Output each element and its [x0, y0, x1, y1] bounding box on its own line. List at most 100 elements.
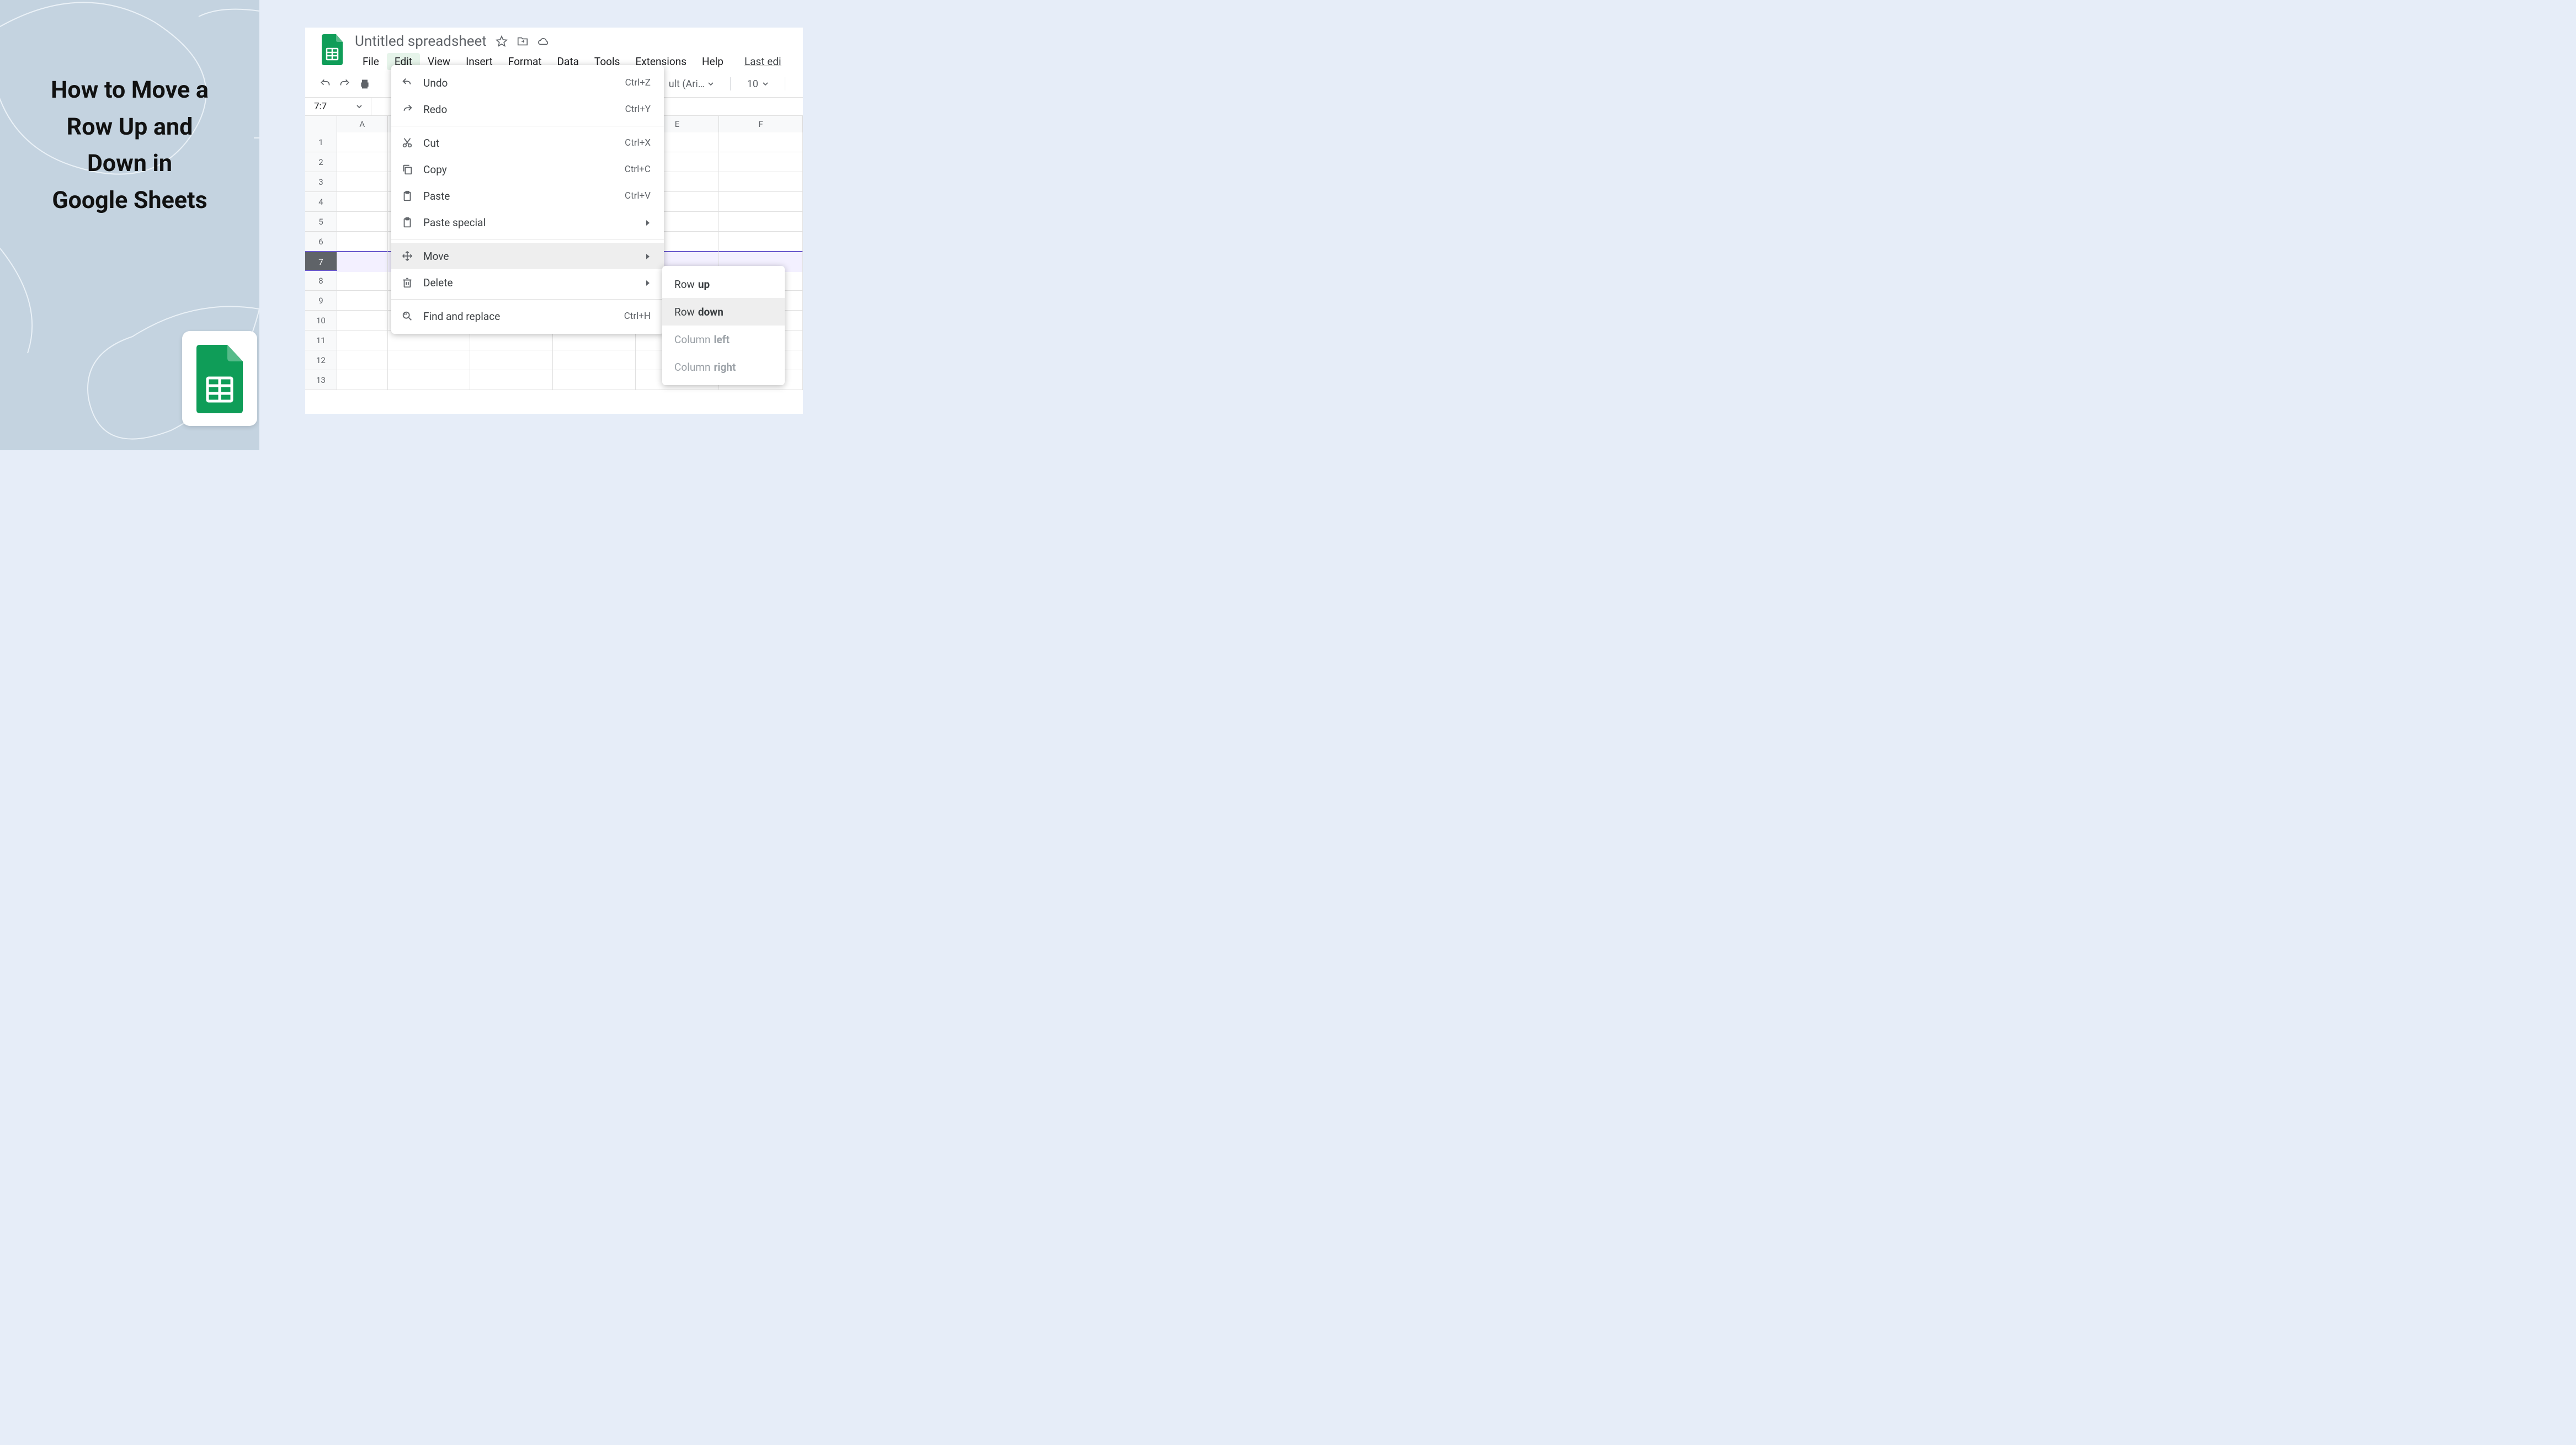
cell[interactable]	[719, 172, 803, 192]
menu-item-label: Undo	[423, 77, 625, 89]
cloud-status-icon[interactable]	[537, 35, 550, 47]
document-title[interactable]: Untitled spreadsheet	[355, 33, 487, 50]
undo-icon[interactable]	[320, 78, 331, 89]
undo-icon	[401, 77, 413, 89]
row-header[interactable]: 8	[305, 271, 337, 290]
cell[interactable]	[719, 192, 803, 212]
chevron-down-icon	[763, 81, 768, 87]
cell[interactable]	[337, 232, 388, 252]
row-header[interactable]: 2	[305, 152, 337, 172]
submenu-arrow-icon	[645, 250, 651, 263]
keyboard-shortcut: Ctrl+Y	[625, 104, 651, 115]
row-header[interactable]: 13	[305, 370, 337, 390]
row-header[interactable]: 1	[305, 132, 337, 152]
row-header[interactable]: 7	[305, 252, 337, 270]
row-header[interactable]: 11	[305, 330, 337, 350]
move-to-folder-icon[interactable]	[517, 35, 529, 47]
cell[interactable]	[553, 350, 636, 370]
cell[interactable]	[337, 152, 388, 172]
redo-icon[interactable]	[339, 78, 350, 89]
document-header: Untitled spreadsheet File Edit View Inse…	[305, 28, 803, 71]
menu-item-label: Paste	[423, 190, 625, 202]
page-title: How to Move a Row Up and Down in Google …	[17, 72, 243, 219]
document-title-row: Untitled spreadsheet	[355, 33, 803, 50]
row-header[interactable]: 4	[305, 192, 337, 211]
cell[interactable]	[388, 370, 471, 390]
menu-item-cut[interactable]: CutCtrl+X	[391, 130, 664, 156]
column-header[interactable]: A	[337, 116, 388, 132]
paste-icon	[401, 216, 413, 228]
cell[interactable]	[337, 311, 388, 330]
submenu-arrow-icon	[645, 276, 651, 289]
row-header[interactable]: 5	[305, 212, 337, 231]
keyboard-shortcut: Ctrl+H	[624, 311, 651, 322]
cell[interactable]	[337, 370, 388, 390]
menu-item-copy[interactable]: CopyCtrl+C	[391, 156, 664, 183]
move-submenu: RowupRowdownColumnleftColumnright	[662, 266, 785, 385]
cell[interactable]	[337, 271, 388, 291]
font-family-selector[interactable]: ult (Ari…	[664, 76, 718, 92]
row-header[interactable]: 6	[305, 232, 337, 251]
row-header[interactable]: 12	[305, 350, 337, 370]
infographic-left-panel: How to Move a Row Up and Down in Google …	[0, 0, 259, 450]
menu-file[interactable]: File	[355, 53, 387, 70]
keyboard-shortcut: Ctrl+V	[625, 190, 651, 201]
menu-item-paste[interactable]: PasteCtrl+V	[391, 183, 664, 209]
cell[interactable]	[337, 172, 388, 192]
chevron-down-icon	[356, 104, 362, 109]
cell[interactable]	[337, 192, 388, 212]
menu-item-delete[interactable]: Delete	[391, 269, 664, 296]
sheets-icon	[320, 33, 345, 66]
cell[interactable]	[337, 252, 388, 272]
column-header[interactable]: F	[719, 116, 803, 132]
menu-divider	[391, 299, 664, 300]
menu-item-label: Copy	[423, 163, 625, 176]
cell[interactable]	[719, 212, 803, 232]
cell[interactable]	[388, 350, 471, 370]
row-header[interactable]: 9	[305, 291, 337, 310]
delete-icon	[401, 276, 413, 289]
font-size-selector[interactable]: 10	[743, 76, 773, 92]
name-box[interactable]: 7:7	[305, 98, 371, 115]
menu-item-label: Cut	[423, 137, 625, 150]
row-header[interactable]: 3	[305, 172, 337, 191]
select-all-corner[interactable]	[305, 116, 337, 132]
cell[interactable]	[337, 132, 388, 152]
menu-item-paste-special[interactable]: Paste special	[391, 209, 664, 236]
cell[interactable]	[470, 370, 553, 390]
cell[interactable]	[337, 212, 388, 232]
cell[interactable]	[337, 330, 388, 350]
keyboard-shortcut: Ctrl+Z	[625, 77, 651, 88]
cell[interactable]	[337, 350, 388, 370]
redo-icon	[401, 103, 413, 115]
edit-menu-popup: UndoCtrl+ZRedoCtrl+YCutCtrl+XCopyCtrl+CP…	[391, 65, 664, 334]
row-header[interactable]: 10	[305, 311, 337, 330]
copy-icon	[401, 163, 413, 175]
cell[interactable]	[719, 232, 803, 252]
cell[interactable]	[719, 152, 803, 172]
last-edit-link[interactable]: Last edi	[737, 53, 789, 70]
cell[interactable]	[553, 370, 636, 390]
submenu-item-column-right: Columnright	[662, 353, 785, 381]
google-sheets-screenshot: Untitled spreadsheet File Edit View Inse…	[305, 28, 803, 414]
keyboard-shortcut: Ctrl+X	[625, 137, 651, 148]
menu-item-move[interactable]: Move	[391, 243, 664, 269]
find-icon	[401, 310, 413, 322]
chevron-down-icon	[708, 81, 714, 87]
menu-item-undo[interactable]: UndoCtrl+Z	[391, 70, 664, 96]
star-icon[interactable]	[496, 35, 508, 47]
cell[interactable]	[337, 291, 388, 311]
menu-item-label: Move	[423, 250, 645, 263]
menu-help[interactable]: Help	[694, 53, 731, 70]
submenu-item-row-down[interactable]: Rowdown	[662, 298, 785, 326]
menu-item-find-and-replace[interactable]: Find and replaceCtrl+H	[391, 303, 664, 329]
google-sheets-logo	[182, 331, 257, 426]
submenu-item-row-up[interactable]: Rowup	[662, 270, 785, 298]
print-icon[interactable]	[359, 78, 370, 89]
keyboard-shortcut: Ctrl+C	[625, 164, 651, 175]
cell[interactable]	[470, 350, 553, 370]
cell[interactable]	[719, 132, 803, 152]
menu-item-label: Redo	[423, 103, 625, 116]
menu-item-label: Find and replace	[423, 310, 624, 323]
menu-item-redo[interactable]: RedoCtrl+Y	[391, 96, 664, 122]
